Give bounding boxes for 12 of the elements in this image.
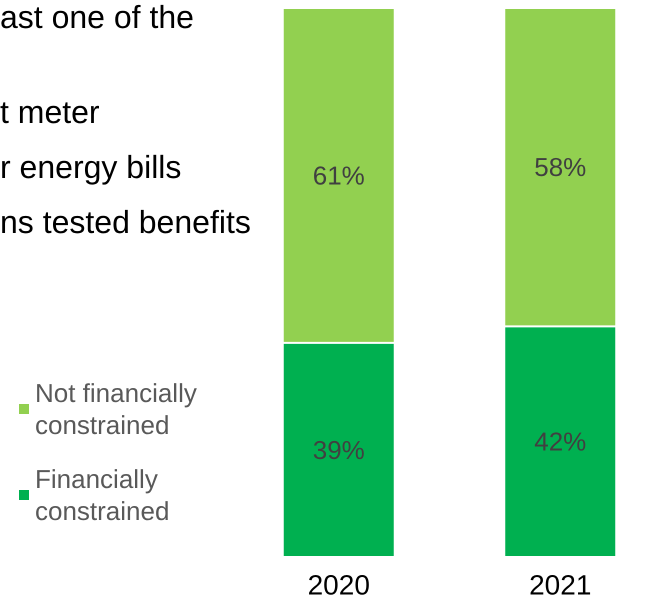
legend-label: Financially constrained xyxy=(35,464,170,526)
text: r energy bills xyxy=(0,149,182,185)
data-label: 42% xyxy=(534,426,586,457)
annotation: ns tested benefits xyxy=(0,204,251,240)
text: ast one of the xyxy=(0,0,194,35)
text: t meter xyxy=(0,94,100,130)
data-label: 39% xyxy=(312,434,365,465)
data-label: 58% xyxy=(534,152,586,182)
data-label: 61% xyxy=(312,160,365,190)
legend-label: Not financially constrained xyxy=(35,378,204,440)
x-tick-label: 2020 xyxy=(308,570,370,600)
x-tick-label: 2021 xyxy=(529,570,592,600)
